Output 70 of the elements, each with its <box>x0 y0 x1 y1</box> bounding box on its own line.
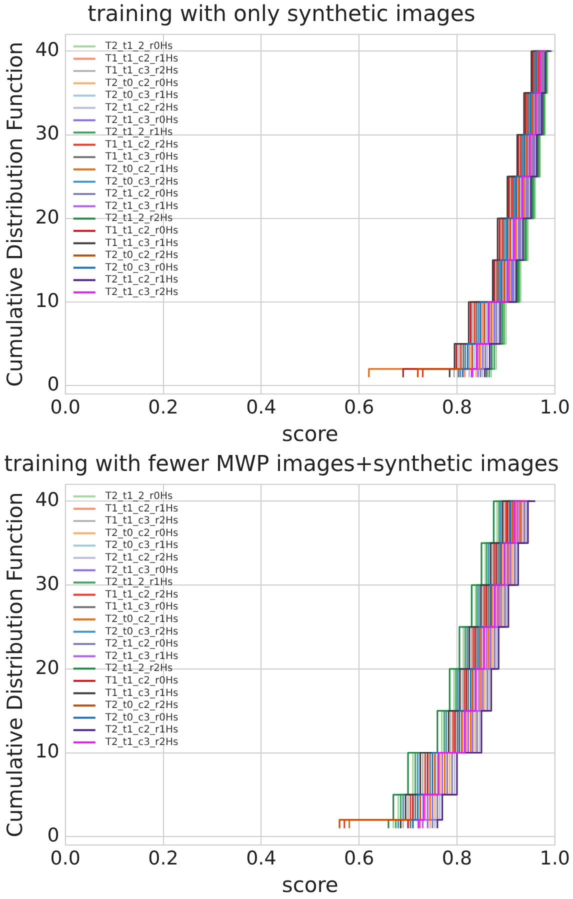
legend-label: T2_t0_c2_r2Hs <box>104 250 178 262</box>
legend-label: T1_t1_c3_r2Hs <box>104 516 178 527</box>
x-tick-label: 0.8 <box>442 396 472 418</box>
legend-label: T2_t0_c2_r0Hs <box>104 528 178 539</box>
legend-label: T2_t0_c3_r0Hs <box>104 262 178 274</box>
legend-label: T2_t1_2_r2Hs <box>104 213 173 224</box>
legend-label: T2_t1_c3_r1Hs <box>104 650 178 662</box>
y-tick-label: 0 <box>47 374 60 396</box>
y-axis-title: Cumulative Distribution Function <box>3 42 28 387</box>
legend-label: T2_t1_c3_r2Hs <box>104 736 178 748</box>
legend-label: T2_t1_c2_r0Hs <box>104 638 178 650</box>
legend-label: T1_t1_c2_r1Hs <box>104 503 178 514</box>
legend-label: T2_t1_c3_r0Hs <box>104 564 178 576</box>
x-axis-title: score <box>282 872 338 897</box>
legend-label: T2_t0_c3_r1Hs <box>104 540 178 552</box>
legend-label: T2_t1_c2_r1Hs <box>104 724 178 736</box>
legend-label: T1_t1_c3_r1Hs <box>104 688 178 699</box>
x-tick-label: 0.0 <box>50 396 80 418</box>
x-tick-label: 0.8 <box>442 847 472 870</box>
legend-label: T2_t0_c3_r2Hs <box>104 176 178 188</box>
legend-label: T2_t0_c3_r1Hs <box>104 90 178 102</box>
legend-label: T2_t1_2_r2Hs <box>104 663 173 674</box>
y-axis-title: Cumulative Distribution Function <box>3 492 28 838</box>
x-tick-label: 0.4 <box>246 396 276 418</box>
x-tick-label: 0.2 <box>148 396 178 418</box>
x-axis-title: score <box>282 422 338 446</box>
legend-label: T2_t0_c2_r1Hs <box>104 614 178 625</box>
legend-label: T1_t1_c2_r2Hs <box>104 589 178 600</box>
y-tick-label: 10 <box>35 740 60 763</box>
legend-label: T2_t1_c2_r0Hs <box>104 188 178 200</box>
legend-label: T1_t1_c3_r0Hs <box>104 152 178 163</box>
y-tick-label: 0 <box>47 824 60 847</box>
legend-label: T2_t1_2_r1Hs <box>104 127 173 138</box>
x-tick-label: 0.0 <box>50 847 80 870</box>
legend-label: T2_t1_c2_r2Hs <box>104 102 178 114</box>
x-tick-label: 0.4 <box>246 847 276 870</box>
x-tick-label: 0.6 <box>344 847 374 870</box>
legend-label: T2_t1_c2_r2Hs <box>104 552 178 564</box>
legend-label: T2_t1_c3_r1Hs <box>104 200 178 212</box>
x-tick-label: 0.2 <box>148 847 178 870</box>
chart-title: training with only synthetic images <box>88 2 476 27</box>
chart-title: training with fewer MWP images+synthetic images <box>4 452 559 477</box>
legend-label: T1_t1_c3_r0Hs <box>104 602 178 613</box>
legend-label: T2_t1_c3_r2Hs <box>104 286 178 298</box>
legend-label: T1_t1_c2_r1Hs <box>104 53 178 64</box>
x-tick-label: 1.0 <box>540 396 570 418</box>
legend-label: T2_t1_2_r1Hs <box>104 577 173 588</box>
y-tick-label: 20 <box>35 206 60 228</box>
y-tick-label: 20 <box>35 656 60 679</box>
x-tick-label: 0.6 <box>344 396 374 418</box>
y-tick-label: 30 <box>35 572 60 595</box>
legend-label: T2_t0_c3_r2Hs <box>104 626 178 638</box>
legend-label: T2_t0_c2_r1Hs <box>104 164 178 175</box>
legend-label: T2_t0_c3_r0Hs <box>104 712 178 724</box>
legend-label: T2_t1_2_r0Hs <box>104 40 173 52</box>
x-tick-label: 1.0 <box>540 847 570 870</box>
y-tick-label: 10 <box>35 290 60 312</box>
legend-label: T1_t1_c2_r0Hs <box>104 225 178 236</box>
legend-label: T2_t1_c3_r0Hs <box>104 114 178 126</box>
y-tick-label: 30 <box>35 122 60 145</box>
legend-label: T1_t1_c2_r2Hs <box>104 139 178 150</box>
legend-label: T1_t1_c3_r2Hs <box>104 66 178 77</box>
legend-label: T2_t1_c2_r1Hs <box>104 274 178 286</box>
y-tick-label: 40 <box>35 39 60 62</box>
legend-label: T1_t1_c2_r0Hs <box>104 675 178 686</box>
legend-label: T2_t0_c2_r2Hs <box>104 700 178 712</box>
legend-label: T2_t0_c2_r0Hs <box>104 78 178 89</box>
y-tick-label: 40 <box>35 489 60 512</box>
legend-label: T1_t1_c3_r1Hs <box>104 238 178 249</box>
legend-label: T2_t1_2_r0Hs <box>104 490 173 502</box>
